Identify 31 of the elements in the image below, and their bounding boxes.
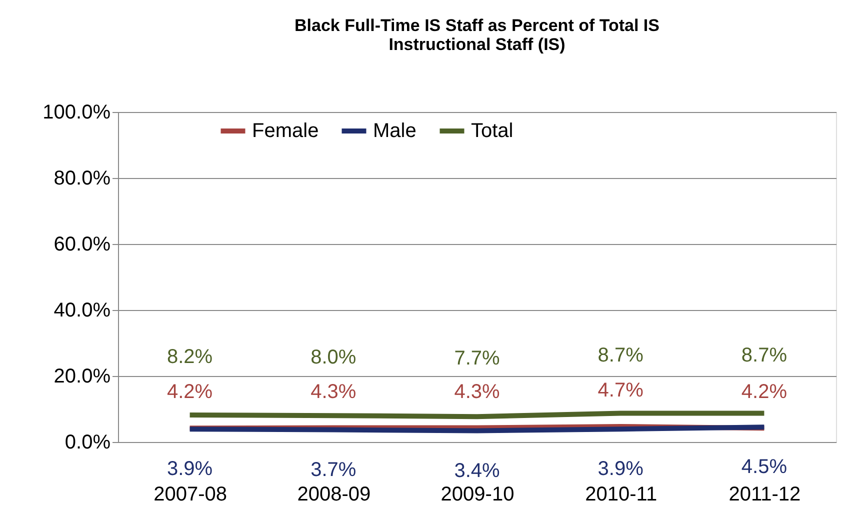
y-tick-label: 20.0%	[54, 366, 111, 388]
data-label: 4.3%	[454, 380, 500, 403]
legend-label: Male	[373, 120, 416, 142]
x-tick-label: 2009-10	[440, 484, 514, 506]
data-label: 8.7%	[598, 344, 644, 366]
text: Black Full-Time IS Staff as Percent of Total IS	[294, 16, 660, 35]
legend-label: Total	[471, 120, 514, 142]
data-label: 8.2%	[167, 346, 213, 368]
data-label: 4.5%	[741, 456, 788, 478]
data-label: 3.7%	[310, 458, 356, 481]
y-tick-label: 60.0%	[54, 234, 111, 256]
data-label: 4.2%	[167, 381, 213, 404]
data-label: 8.0%	[310, 346, 356, 369]
data-label: 8.7%	[741, 344, 788, 366]
text: Instructional Staff (IS)	[388, 35, 566, 54]
data-label: 3.9%	[598, 458, 644, 480]
y-tick-label: 80.0%	[54, 168, 111, 190]
legend-label: Female	[252, 120, 319, 142]
x-tick-label: 2011-12	[728, 484, 801, 506]
data-label: 4.2%	[741, 381, 788, 404]
y-tick-label: 0.0%	[64, 432, 111, 454]
x-tick-label: 2007-08	[154, 484, 228, 506]
y-tick-label: 100.0%	[42, 102, 111, 124]
data-label: 7.7%	[454, 348, 500, 370]
y-tick-label: 40.0%	[54, 300, 111, 322]
x-tick-label: 2008-09	[297, 484, 371, 506]
data-label: 3.4%	[454, 460, 500, 482]
data-label: 4.3%	[310, 380, 356, 403]
data-label: 3.9%	[167, 458, 213, 480]
x-tick-label: 2010-11	[585, 484, 658, 506]
data-label: 4.7%	[598, 379, 644, 402]
